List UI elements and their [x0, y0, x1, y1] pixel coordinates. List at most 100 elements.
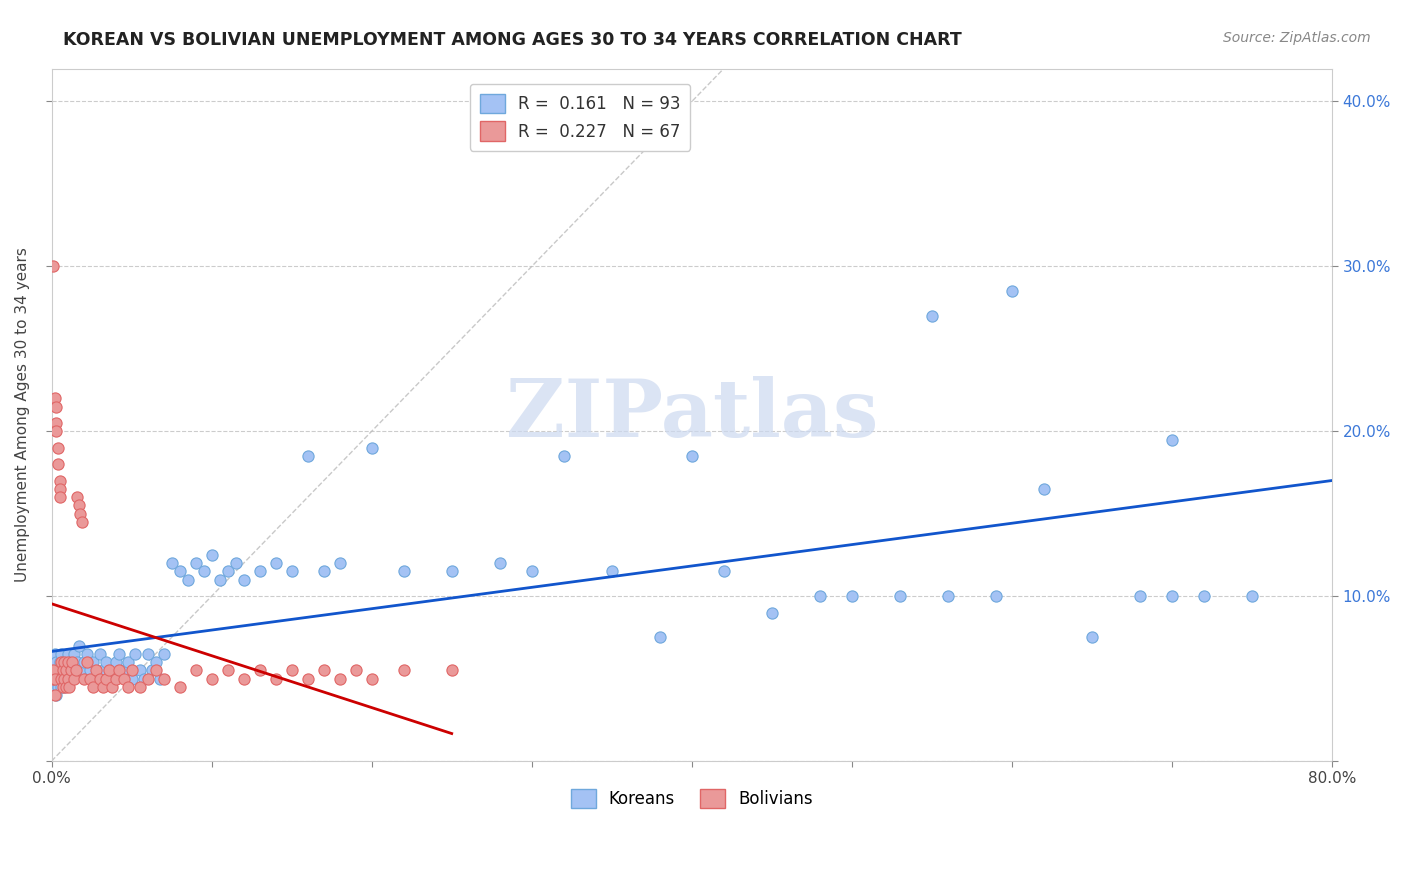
Point — [59, 664, 82, 678]
Point — [69, 507, 91, 521]
Point — [232, 573, 254, 587]
Point — [141, 664, 163, 678]
Point — [98, 664, 121, 678]
Point — [107, 664, 129, 678]
Point — [136, 647, 159, 661]
Point — [46, 680, 69, 694]
Point — [94, 672, 117, 686]
Point — [169, 680, 191, 694]
Point — [72, 672, 94, 686]
Point — [56, 647, 79, 661]
Point — [264, 672, 287, 686]
Point — [55, 655, 77, 669]
Point — [1081, 631, 1104, 645]
Text: ZIPatlas: ZIPatlas — [506, 376, 877, 454]
Point — [86, 664, 108, 678]
Point — [58, 680, 80, 694]
Point — [53, 680, 76, 694]
Point — [44, 672, 66, 686]
Point — [69, 664, 91, 678]
Point — [104, 655, 127, 669]
Point — [249, 664, 271, 678]
Point — [44, 664, 66, 678]
Legend: Koreans, Bolivians: Koreans, Bolivians — [564, 782, 820, 815]
Point — [1241, 589, 1264, 603]
Point — [56, 655, 79, 669]
Point — [193, 565, 215, 579]
Point — [86, 672, 108, 686]
Point — [1001, 284, 1024, 298]
Point — [184, 664, 207, 678]
Point — [713, 565, 735, 579]
Point — [56, 672, 79, 686]
Point — [48, 474, 70, 488]
Point — [65, 664, 87, 678]
Text: KOREAN VS BOLIVIAN UNEMPLOYMENT AMONG AGES 30 TO 34 YEARS CORRELATION CHART: KOREAN VS BOLIVIAN UNEMPLOYMENT AMONG AG… — [63, 31, 962, 49]
Point — [329, 672, 352, 686]
Point — [44, 647, 66, 661]
Point — [66, 655, 89, 669]
Point — [1192, 589, 1215, 603]
Point — [79, 664, 101, 678]
Point — [55, 664, 77, 678]
Point — [59, 655, 82, 669]
Point — [52, 672, 75, 686]
Point — [65, 664, 87, 678]
Point — [52, 655, 75, 669]
Point — [70, 515, 93, 529]
Point — [48, 482, 70, 496]
Point — [440, 664, 463, 678]
Point — [46, 664, 69, 678]
Point — [53, 664, 76, 678]
Point — [392, 565, 415, 579]
Point — [440, 565, 463, 579]
Point — [76, 647, 98, 661]
Point — [145, 664, 167, 678]
Point — [42, 260, 65, 274]
Point — [149, 672, 172, 686]
Point — [681, 449, 703, 463]
Point — [600, 565, 623, 579]
Point — [48, 672, 70, 686]
Point — [104, 672, 127, 686]
Point — [42, 655, 65, 669]
Point — [53, 672, 76, 686]
Point — [49, 647, 72, 661]
Point — [329, 556, 352, 570]
Text: Source: ZipAtlas.com: Source: ZipAtlas.com — [1223, 31, 1371, 45]
Point — [984, 589, 1007, 603]
Point — [82, 655, 104, 669]
Point — [55, 680, 77, 694]
Point — [488, 556, 510, 570]
Point — [184, 556, 207, 570]
Point — [63, 647, 86, 661]
Point — [553, 449, 575, 463]
Point — [52, 664, 75, 678]
Point — [280, 565, 302, 579]
Point — [107, 647, 129, 661]
Point — [53, 655, 76, 669]
Point — [297, 672, 319, 686]
Point — [297, 449, 319, 463]
Point — [121, 672, 143, 686]
Point — [280, 664, 302, 678]
Point — [45, 672, 67, 686]
Point — [42, 672, 65, 686]
Point — [72, 655, 94, 669]
Point — [936, 589, 959, 603]
Point — [49, 680, 72, 694]
Point — [52, 680, 75, 694]
Point — [1033, 482, 1056, 496]
Point — [232, 672, 254, 686]
Point — [66, 490, 89, 504]
Point — [344, 664, 367, 678]
Point — [101, 664, 124, 678]
Point — [128, 680, 150, 694]
Point — [76, 655, 98, 669]
Point — [44, 680, 66, 694]
Point — [79, 672, 101, 686]
Point — [200, 672, 222, 686]
Point — [128, 664, 150, 678]
Point — [360, 441, 382, 455]
Point — [264, 556, 287, 570]
